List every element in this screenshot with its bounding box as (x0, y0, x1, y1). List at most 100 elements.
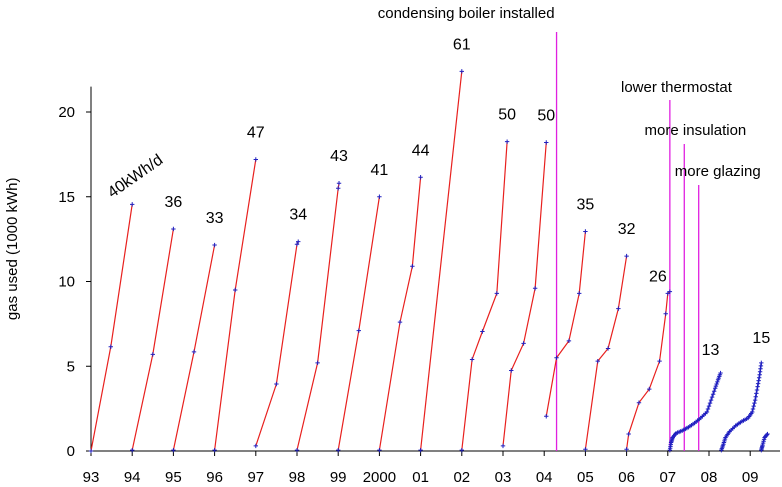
series-segment (336, 194, 382, 453)
data-point (212, 242, 217, 248)
data-point (377, 447, 382, 453)
data-point (754, 387, 760, 393)
series-segment (418, 69, 464, 453)
data-point (706, 403, 712, 409)
segment-label: 44 (412, 142, 430, 159)
series-segment-dense (667, 370, 723, 453)
data-point (755, 381, 761, 386)
series-segment (624, 289, 673, 452)
data-point (130, 447, 135, 453)
data-point (715, 379, 720, 385)
series-line (584, 255, 628, 450)
data-point (500, 443, 506, 449)
x-tick-label: 03 (495, 469, 512, 486)
data-point (521, 341, 526, 346)
data-point (705, 406, 711, 412)
segment-label: 15 (752, 330, 770, 347)
series-line (214, 159, 257, 451)
data-point (605, 346, 611, 351)
data-point (191, 349, 197, 355)
annotation-label: more insulation (645, 122, 747, 139)
data-point (544, 140, 549, 145)
data-point (294, 242, 300, 247)
series-segment (130, 226, 176, 453)
data-point (753, 394, 758, 399)
data-point (504, 139, 510, 144)
data-point (663, 311, 668, 316)
segment-label: 61 (453, 36, 471, 53)
data-point (108, 344, 113, 349)
series-segment (253, 239, 301, 449)
data-point (754, 391, 759, 396)
data-point (315, 360, 320, 366)
x-tick-label: 98 (289, 469, 306, 486)
segment-label: 26 (649, 269, 667, 286)
series (88, 69, 770, 454)
data-point (130, 202, 135, 207)
x-tick-label: 96 (206, 469, 223, 486)
x-tick-label: 07 (659, 469, 676, 486)
data-point (714, 381, 719, 387)
data-point (626, 431, 631, 437)
data-point (418, 175, 423, 180)
data-point (667, 289, 673, 294)
data-point (624, 253, 629, 259)
data-point (296, 239, 301, 244)
segment-label: 35 (577, 196, 595, 213)
series-line (172, 244, 216, 451)
data-point (711, 389, 717, 394)
series-segment-dense (759, 431, 770, 453)
y-tick-label: 5 (67, 358, 75, 375)
y-tick-label: 10 (58, 274, 75, 291)
data-point (459, 69, 464, 74)
segment-label: 50 (537, 108, 555, 125)
series-line (255, 241, 299, 447)
x-tick-label: 99 (330, 469, 347, 486)
series-line (337, 196, 380, 451)
data-point (469, 357, 475, 362)
series-segment (294, 180, 342, 453)
annotation-label: lower thermostat (621, 79, 733, 96)
data-point (750, 406, 756, 412)
data-point (636, 400, 642, 405)
data-point (616, 306, 621, 311)
series-line (378, 177, 422, 451)
y-ticks: 0 5 10 15 20 (58, 104, 91, 460)
data-point (253, 443, 258, 449)
data-point (554, 355, 559, 360)
series-segment-dense (719, 360, 764, 453)
data-point (752, 397, 758, 403)
x-tick-label: 06 (618, 469, 635, 486)
x-tick-label: 01 (412, 469, 429, 486)
y-tick-label: 20 (58, 104, 75, 121)
segment-label: 43 (330, 148, 348, 165)
data-point (532, 286, 538, 291)
data-point (336, 447, 341, 453)
series-segment (583, 253, 629, 452)
data-point (704, 409, 710, 415)
data-point (356, 328, 361, 333)
x-tick-label: 02 (453, 469, 470, 486)
data-point (459, 447, 464, 453)
series-line (502, 142, 547, 446)
x-tick-label: 95 (165, 469, 182, 486)
series-line (461, 141, 508, 451)
data-point (756, 375, 762, 380)
series-segment (88, 202, 135, 454)
x-tick-label: 05 (577, 469, 594, 486)
data-point (657, 358, 662, 364)
data-point (566, 338, 572, 344)
data-point (713, 383, 719, 389)
y-axis-title: gas used (1000 kWh) (4, 177, 21, 320)
series-line (131, 228, 174, 451)
data-point (480, 329, 485, 334)
data-point (212, 447, 217, 453)
series-segment (500, 140, 549, 449)
data-point (274, 381, 279, 387)
segment-label: 32 (618, 221, 636, 238)
data-point (583, 447, 588, 452)
data-point (755, 384, 760, 389)
segment-label: 40kWh/d (105, 152, 166, 202)
data-point (759, 360, 764, 366)
data-point (336, 180, 342, 186)
